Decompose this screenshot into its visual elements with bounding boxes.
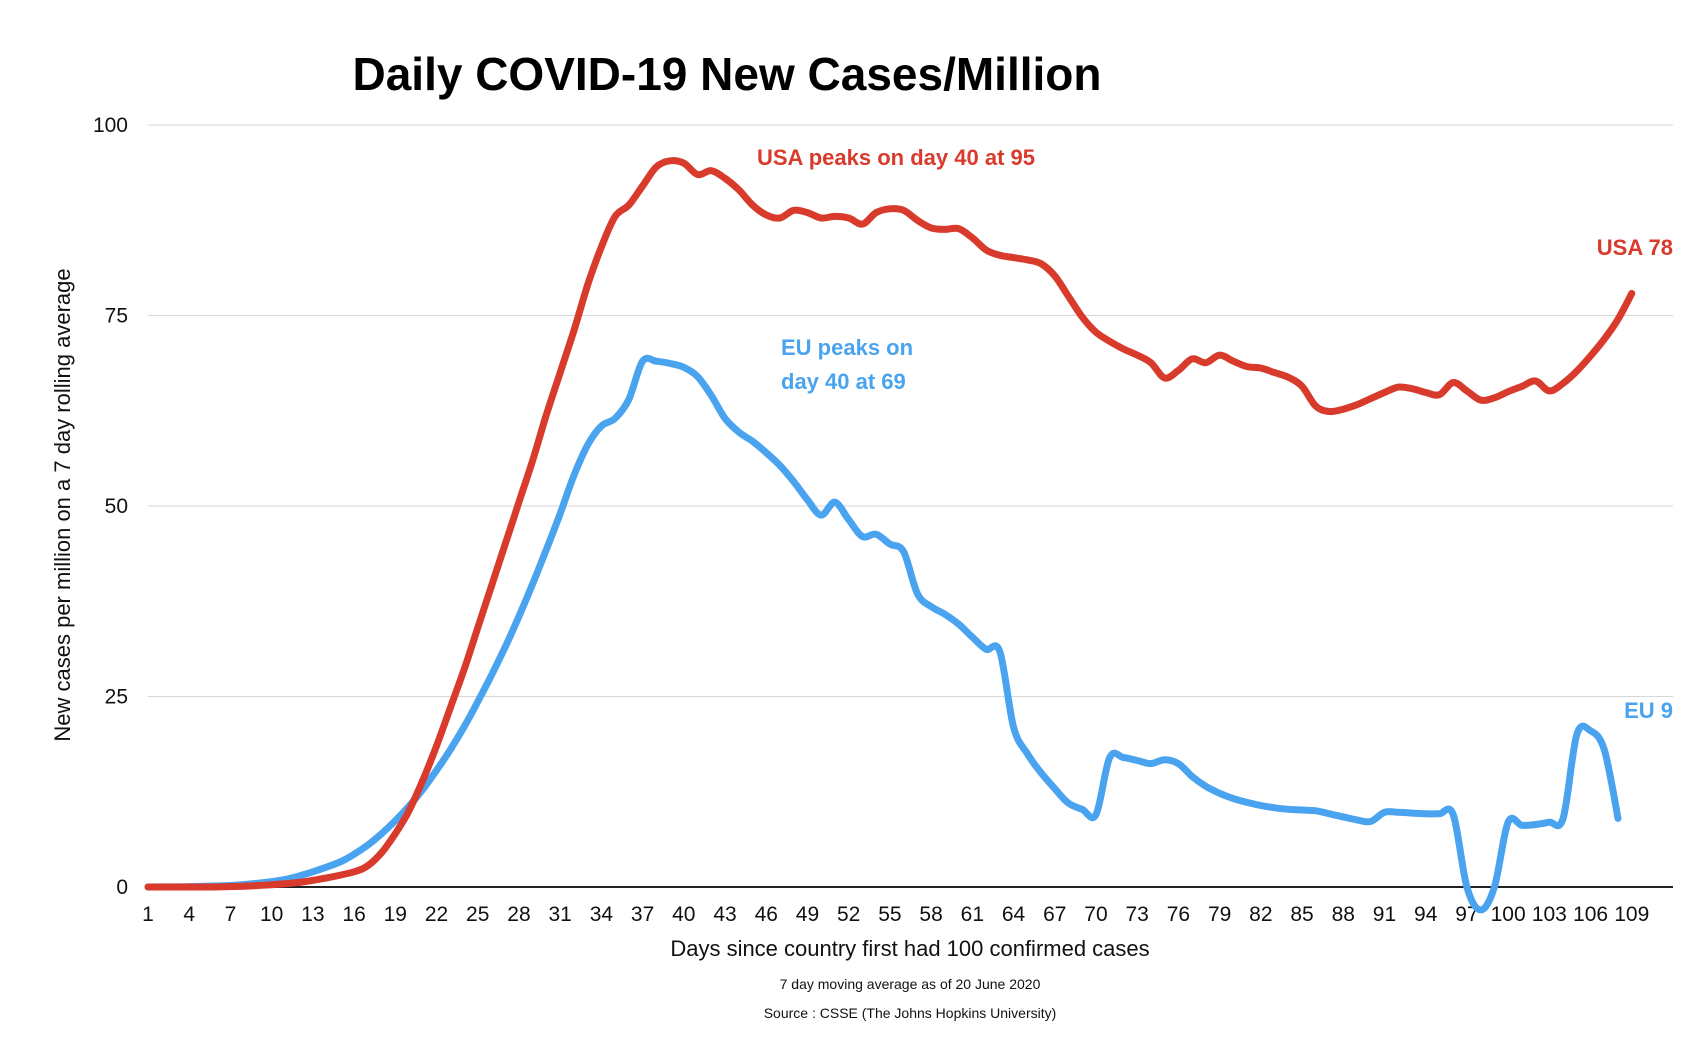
x-tick-label: 70: [1084, 903, 1107, 926]
y-axis-label: New cases per million on a 7 day rolling…: [50, 268, 75, 741]
y-tick-label: 0: [116, 876, 128, 899]
y-tick-labels: 0 25 50 75 100: [93, 114, 128, 899]
x-tick-label: 22: [425, 903, 448, 926]
eu-end-label: EU 9: [1624, 698, 1673, 723]
source-note: Source : CSSE (The Johns Hopkins Univers…: [764, 1005, 1057, 1021]
usa-peak-annotation: USA peaks on day 40 at 95: [757, 145, 1035, 170]
x-tick-label: 43: [713, 903, 736, 926]
x-tick-label: 37: [631, 903, 654, 926]
x-tick-label: 34: [590, 903, 614, 926]
x-tick-label: 52: [837, 903, 860, 926]
x-tick-label: 64: [1002, 903, 1026, 926]
x-tick-label: 82: [1249, 903, 1272, 926]
x-tick-label: 16: [342, 903, 365, 926]
x-tick-label: 106: [1573, 903, 1608, 926]
x-tick-label: 103: [1532, 903, 1567, 926]
usa-series-line: [144, 157, 1636, 891]
x-tick-label: 10: [260, 903, 283, 926]
chart-title: Daily COVID-19 New Cases/Million: [352, 48, 1101, 100]
x-tick-label: 109: [1614, 903, 1649, 926]
x-tick-label: 94: [1414, 903, 1438, 926]
x-tick-label: 7: [225, 903, 237, 926]
gridlines: [148, 124, 1673, 697]
x-tick-label: 76: [1167, 903, 1190, 926]
usa-end-label: USA 78: [1597, 235, 1673, 260]
x-tick-label: 97: [1455, 903, 1478, 926]
x-tick-label: 19: [384, 903, 407, 926]
x-tick-label: 25: [466, 903, 489, 926]
x-tick-label: 49: [796, 903, 819, 926]
eu-peak-annotation-line1: EU peaks on: [781, 335, 913, 360]
x-tick-label: 13: [301, 903, 324, 926]
y-tick-label: 100: [93, 114, 128, 137]
x-tick-label: 67: [1043, 903, 1066, 926]
series-layer: [144, 157, 1636, 914]
x-tick-label: 91: [1373, 903, 1396, 926]
x-tick-label: 46: [755, 903, 778, 926]
x-tick-label: 4: [183, 903, 195, 926]
x-tick-label: 58: [919, 903, 942, 926]
x-tick-label: 40: [672, 903, 695, 926]
y-tick-label: 75: [105, 305, 128, 328]
x-tick-label: 1: [142, 903, 154, 926]
x-tick-label: 85: [1290, 903, 1313, 926]
y-tick-label: 50: [105, 495, 128, 518]
x-tick-label: 79: [1208, 903, 1231, 926]
x-tick-label: 88: [1332, 903, 1355, 926]
eu-series-line: [144, 354, 1622, 914]
x-tick-label: 100: [1491, 903, 1526, 926]
x-tick-labels: 1 4 7 10 13 16 19 22 25 28 31 34 37 40 43 46 49 52 55 58 61 6…: [142, 903, 1649, 926]
moving-average-note: 7 day moving average as of 20 June 2020: [780, 976, 1041, 992]
y-tick-label: 25: [105, 686, 128, 709]
eu-peak-annotation-line2: day 40 at 69: [781, 369, 906, 394]
x-tick-label: 28: [507, 903, 530, 926]
x-axis-label: Days since country first had 100 confirm…: [670, 936, 1149, 961]
x-tick-label: 73: [1126, 903, 1149, 926]
x-tick-label: 31: [548, 903, 571, 926]
x-tick-label: 61: [961, 903, 984, 926]
x-tick-label: 55: [878, 903, 901, 926]
